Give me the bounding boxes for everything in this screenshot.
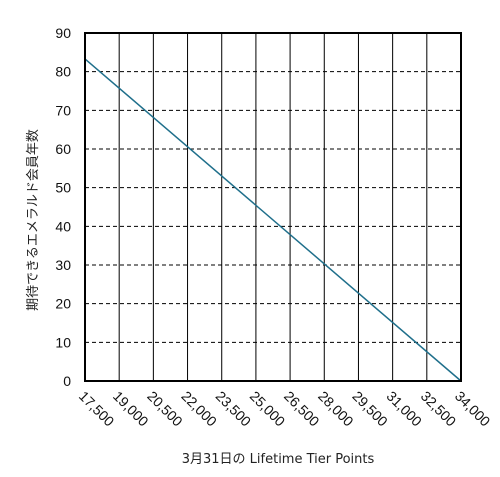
y-tick-label: 70 [55, 102, 71, 118]
y-tick-label: 80 [55, 64, 71, 80]
plot-frame [84, 32, 462, 382]
y-tick-label: 40 [55, 218, 71, 234]
x-tick-label: 26,500 [281, 388, 323, 430]
x-tick-label: 28,000 [315, 388, 357, 430]
y-axis-title: 期待できるエメラルド会員年数 [26, 129, 41, 311]
x-tick-label: 32,500 [418, 388, 460, 430]
series-line [84, 58, 462, 382]
gridlines [85, 33, 461, 381]
y-tick-label: 30 [55, 257, 71, 273]
x-tick-label: 23,500 [213, 388, 255, 430]
x-tick-label: 34,000 [452, 388, 494, 430]
x-tick-label: 19,000 [110, 388, 152, 430]
x-tick-label: 25,000 [247, 388, 289, 430]
y-tick-label: 90 [55, 25, 71, 41]
y-tick-labels: 0 10 20 30 40 50 60 70 80 90 [55, 25, 71, 389]
x-tick-labels: 17,50019,00020,50022,00023,50025,00026,5… [76, 388, 494, 430]
y-tick-label: 0 [63, 373, 71, 389]
x-tick-label: 31,000 [384, 388, 426, 430]
series-layer [84, 58, 462, 382]
y-tick-label: 10 [55, 334, 71, 350]
x-tick-label: 20,500 [144, 388, 186, 430]
y-tick-label: 20 [55, 296, 71, 312]
x-tick-label: 29,500 [349, 388, 391, 430]
x-tick-label: 17,500 [76, 388, 118, 430]
x-axis-title: 3月31日の Lifetime Tier Points [182, 452, 375, 467]
y-tick-label: 50 [55, 180, 71, 196]
y-tick-label: 60 [55, 141, 71, 157]
x-tick-label: 22,000 [178, 388, 220, 430]
